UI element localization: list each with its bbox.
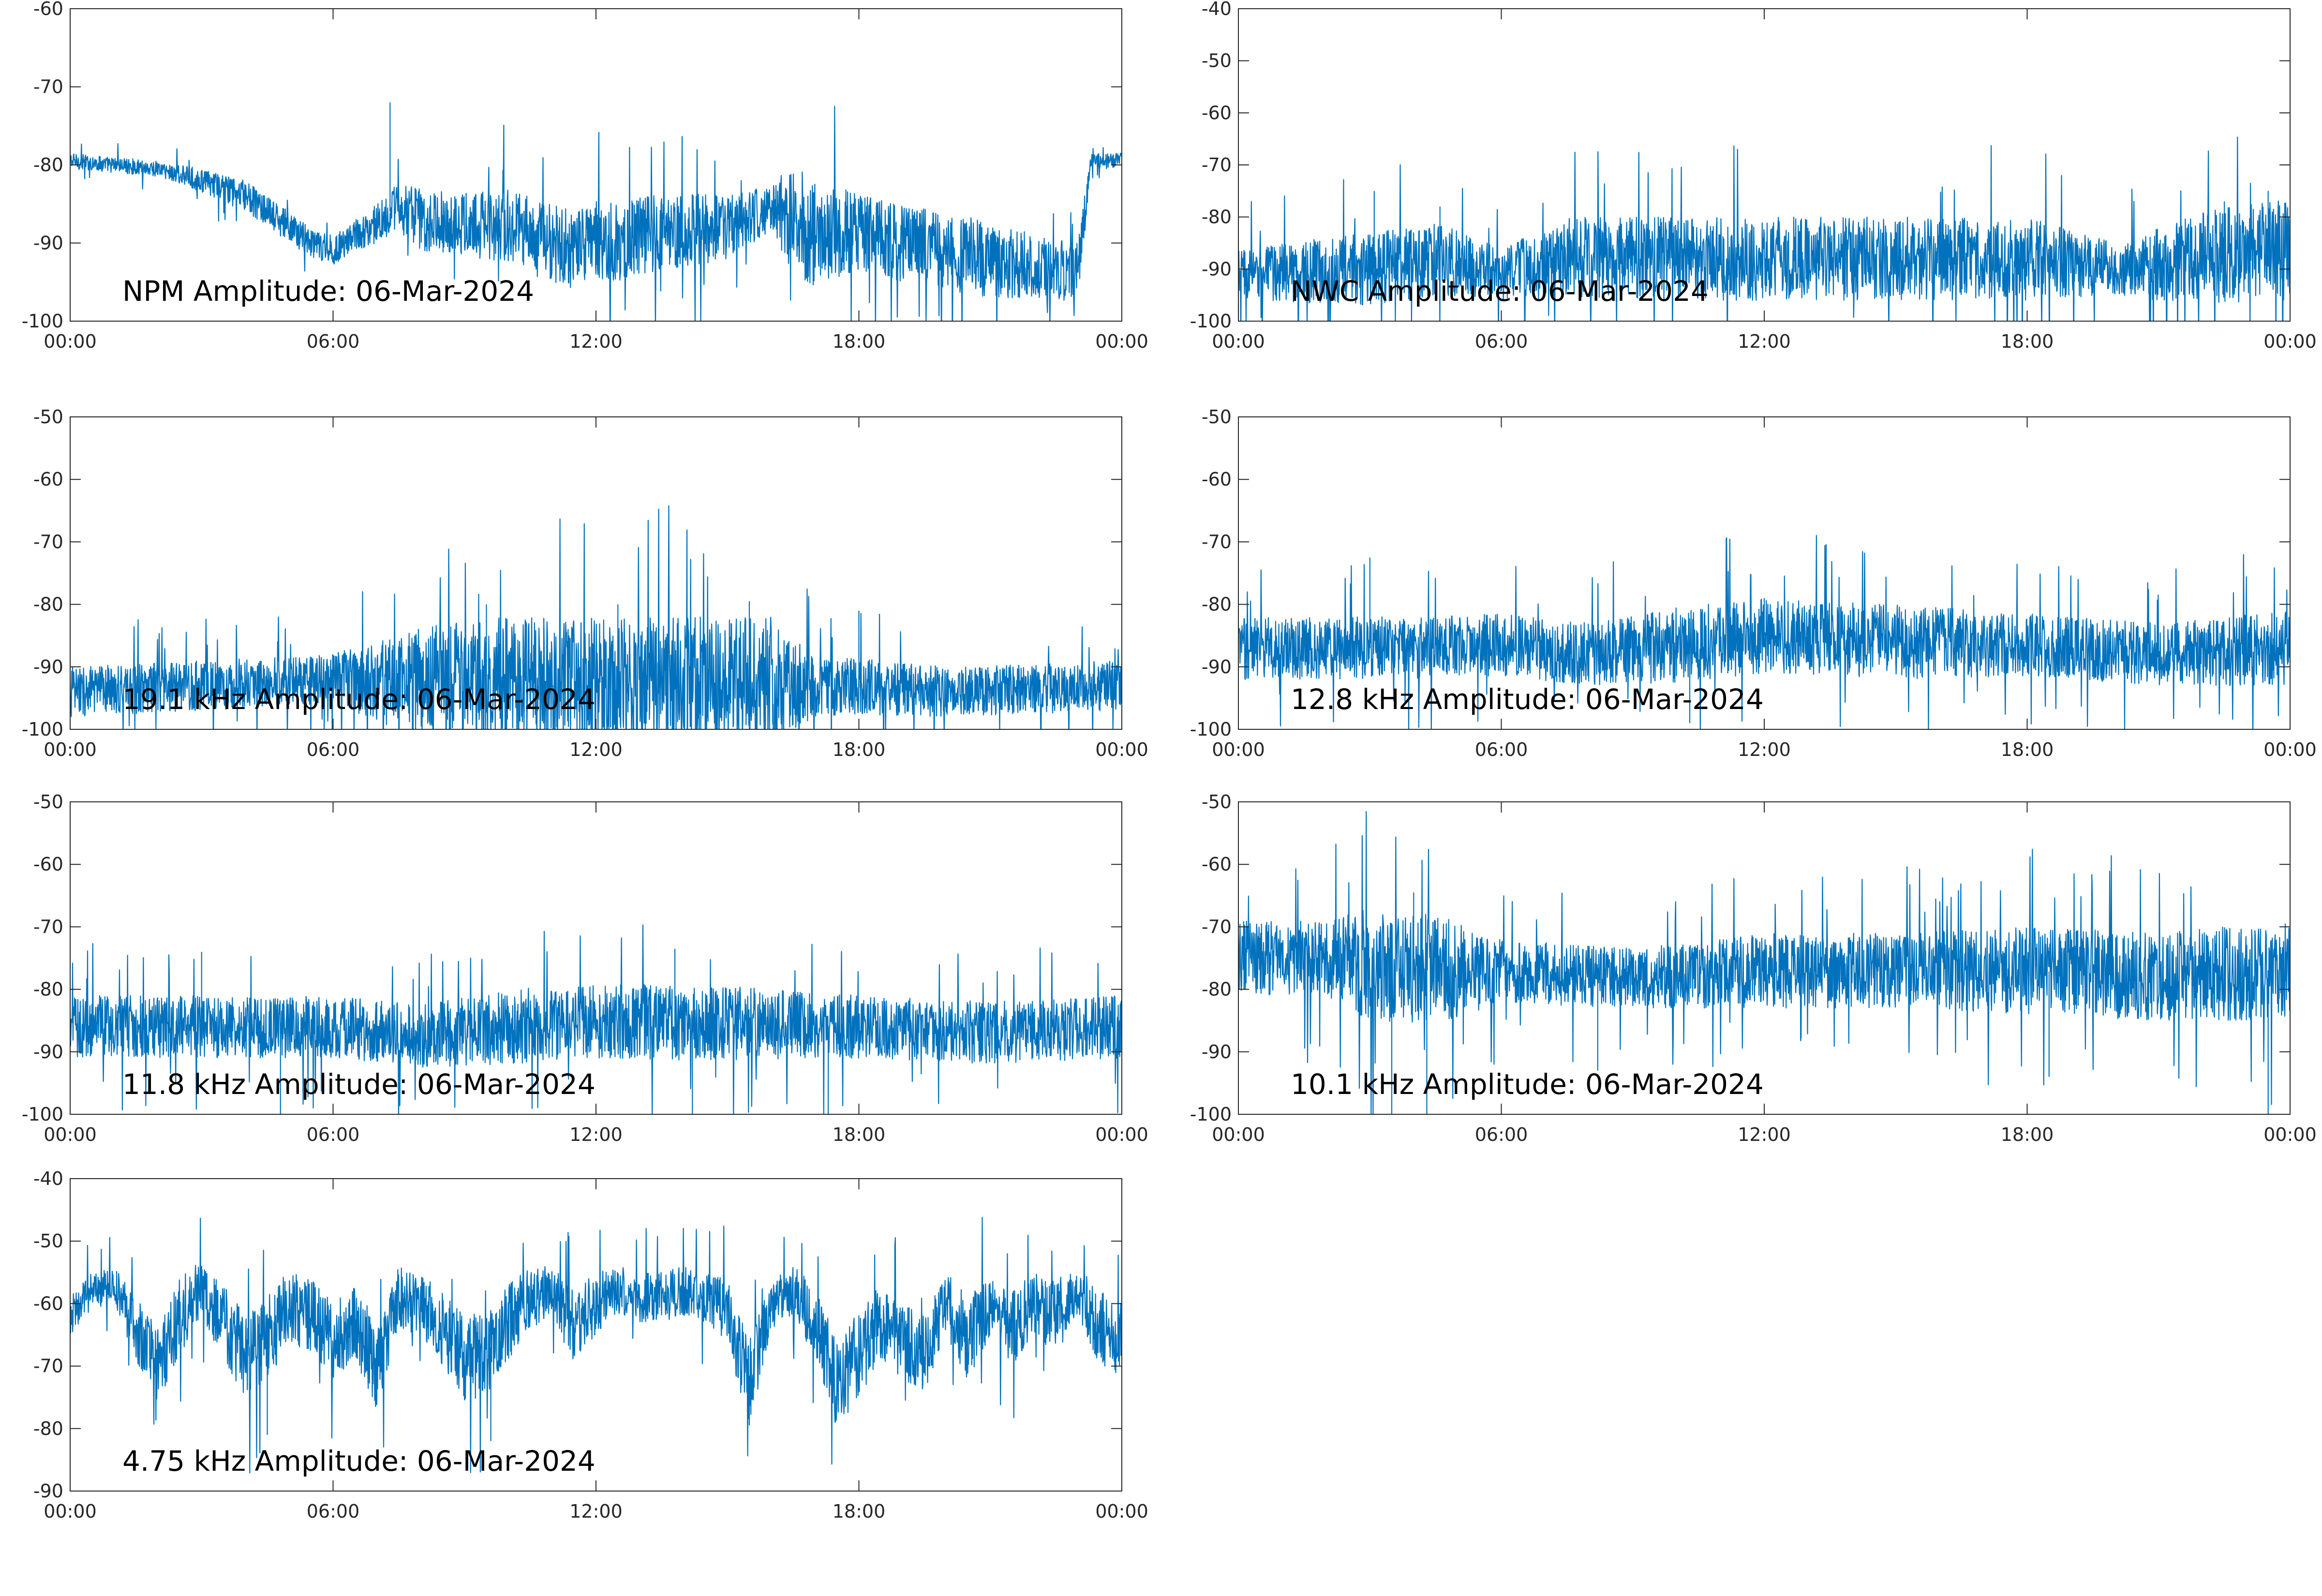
y-tick-label: -40 [1202,0,1232,19]
panel-title: NPM Amplitude: 06-Mar-2024 [122,275,534,308]
x-tick-label: 06:00 [307,331,360,352]
series-line [1238,136,2290,321]
y-tick-label: -100 [1190,719,1232,740]
series-line [70,102,1122,321]
y-tick-label: -60 [33,854,63,875]
series-line [1238,535,2290,729]
x-tick-label: 00:00 [1095,331,1148,352]
y-tick-label: -90 [33,1041,63,1063]
x-tick-label: 00:00 [2263,739,2317,760]
x-tick-label: 18:00 [2001,739,2054,760]
y-tick-label: -100 [22,310,63,332]
x-tick-label: 00:00 [2263,331,2317,352]
x-tick-label: 00:00 [44,1501,97,1522]
series-line [70,924,1122,1114]
x-tick-label: 00:00 [2263,1124,2317,1145]
x-tick-label: 12:00 [569,1501,623,1522]
y-tick-label: -70 [33,916,63,937]
y-tick-label: -70 [33,1356,63,1377]
x-tick-label: 06:00 [1475,331,1528,352]
x-tick-label: 12:00 [569,1124,623,1145]
y-tick-label: -90 [1202,1041,1232,1063]
y-tick-label: -100 [22,719,63,740]
y-tick-label: -50 [1202,791,1232,813]
x-tick-label: 06:00 [307,1124,360,1145]
x-tick-label: 12:00 [569,331,623,352]
x-tick-label: 12:00 [1738,1124,1791,1145]
x-tick-label: 00:00 [44,739,97,760]
y-tick-label: -80 [1202,207,1232,228]
x-tick-label: 06:00 [307,1501,360,1522]
x-tick-label: 12:00 [1738,331,1791,352]
x-tick-label: 06:00 [1475,739,1528,760]
x-tick-label: 00:00 [1095,1124,1148,1145]
y-tick-label: -50 [33,406,63,428]
y-tick-label: -80 [33,154,63,176]
x-tick-label: 06:00 [307,739,360,760]
y-tick-label: -50 [1202,406,1232,428]
panel-title: 11.8 kHz Amplitude: 06-Mar-2024 [122,1068,595,1101]
y-tick-label: -50 [33,1230,63,1252]
panel-title: 4.75 kHz Amplitude: 06-Mar-2024 [122,1445,595,1478]
y-tick-label: -60 [33,1293,63,1314]
x-tick-label: 18:00 [833,1501,886,1522]
y-tick-label: -90 [1202,656,1232,678]
y-tick-label: -60 [1202,102,1232,123]
panel-title: 19.1 kHz Amplitude: 06-Mar-2024 [122,683,595,716]
x-tick-label: 18:00 [833,1124,886,1145]
y-tick-label: -40 [33,1168,63,1189]
x-tick-label: 18:00 [833,739,886,760]
y-tick-label: -80 [1202,979,1232,1000]
series-line [70,1217,1122,1474]
y-tick-label: -100 [1190,310,1232,332]
panel-title: NWC Amplitude: 06-Mar-2024 [1291,275,1709,308]
y-tick-label: -70 [33,76,63,98]
y-tick-label: -70 [33,531,63,552]
x-tick-label: 00:00 [1212,739,1265,760]
x-tick-label: 00:00 [1095,1501,1148,1522]
series-line [70,505,1122,729]
y-tick-label: -70 [1202,916,1232,937]
y-tick-label: -70 [1202,531,1232,552]
y-tick-label: -50 [1202,50,1232,72]
y-tick-label: -50 [33,791,63,813]
y-tick-label: -90 [33,233,63,254]
x-tick-label: 18:00 [833,331,886,352]
x-tick-label: 00:00 [1212,331,1265,352]
y-tick-label: -80 [33,1418,63,1439]
x-tick-label: 00:00 [44,331,97,352]
y-tick-label: -80 [33,979,63,1000]
y-tick-label: -100 [1190,1104,1232,1125]
y-tick-label: -80 [33,594,63,615]
x-tick-label: 00:00 [1212,1124,1265,1145]
panel-title: 10.1 kHz Amplitude: 06-Mar-2024 [1291,1068,1764,1101]
y-tick-label: -90 [33,1480,63,1502]
x-tick-label: 06:00 [1475,1124,1528,1145]
y-tick-label: -60 [1202,469,1232,490]
x-tick-label: 18:00 [2001,1124,2054,1145]
x-tick-label: 12:00 [1738,739,1791,760]
y-tick-label: -60 [33,469,63,490]
y-tick-label: -90 [33,656,63,678]
y-tick-label: -60 [33,0,63,19]
y-tick-label: -70 [1202,154,1232,176]
x-tick-label: 00:00 [1095,739,1148,760]
y-tick-label: -80 [1202,594,1232,615]
panel-title: 12.8 kHz Amplitude: 06-Mar-2024 [1291,683,1764,716]
y-tick-label: -100 [22,1104,63,1125]
x-tick-label: 00:00 [44,1124,97,1145]
y-tick-label: -90 [1202,258,1232,280]
series-line [1238,811,2290,1114]
y-tick-label: -60 [1202,854,1232,875]
x-tick-label: 18:00 [2001,331,2054,352]
x-tick-label: 12:00 [569,739,623,760]
